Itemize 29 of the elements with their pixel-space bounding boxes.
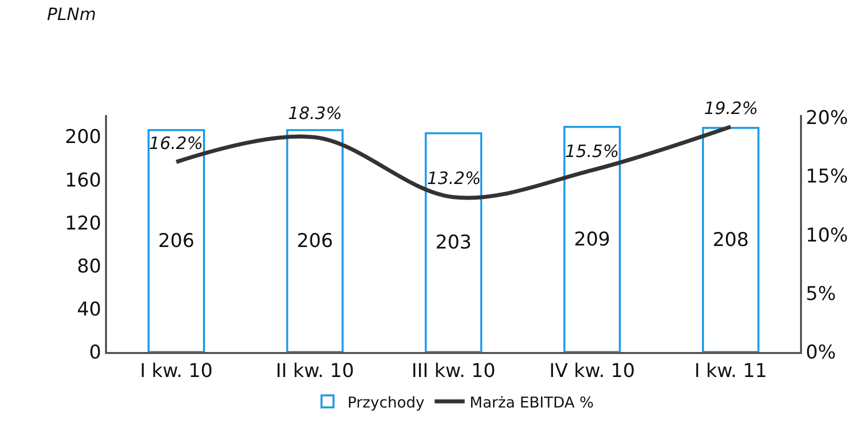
y2-tick-label: 0% [806,342,836,364]
x-tick-label: I kw. 10 [140,360,213,382]
y-tick-label: 80 [77,255,102,278]
x-tick-label: IV kw. 10 [549,360,635,382]
y2-tick-label: 5% [806,282,836,305]
y2-tick-label: 15% [806,166,848,188]
data-label: 15.5% [565,142,620,162]
data-label: 208 [712,228,749,251]
data-label: 209 [574,228,610,250]
data-label: 206 [296,230,334,252]
y2-tick-label: 20% [806,107,848,129]
legend-label: Przychody [348,393,425,412]
x-tick-label: III kw. 10 [412,360,496,382]
y-tick-label: 160 [64,169,102,192]
y-axis-title: PLNm [47,5,96,25]
data-label: 16.2% [149,134,204,154]
data-label: 13.2% [427,169,482,189]
data-label: 206 [158,230,194,252]
data-label: 18.3% [288,104,342,124]
y-tick-label: 0 [89,342,102,364]
y-tick-label: 40 [77,298,102,321]
legend-label: Marża EBITDA % [470,393,594,412]
data-label: 19.2% [704,99,758,119]
x-tick-label: I kw. 11 [694,360,768,382]
x-tick-label: II kw. 10 [276,360,354,382]
data-label: 203 [435,232,472,254]
y-tick-label: 120 [64,212,102,234]
y-tick-label: 200 [64,126,102,148]
y2-tick-label: 10% [806,224,848,246]
